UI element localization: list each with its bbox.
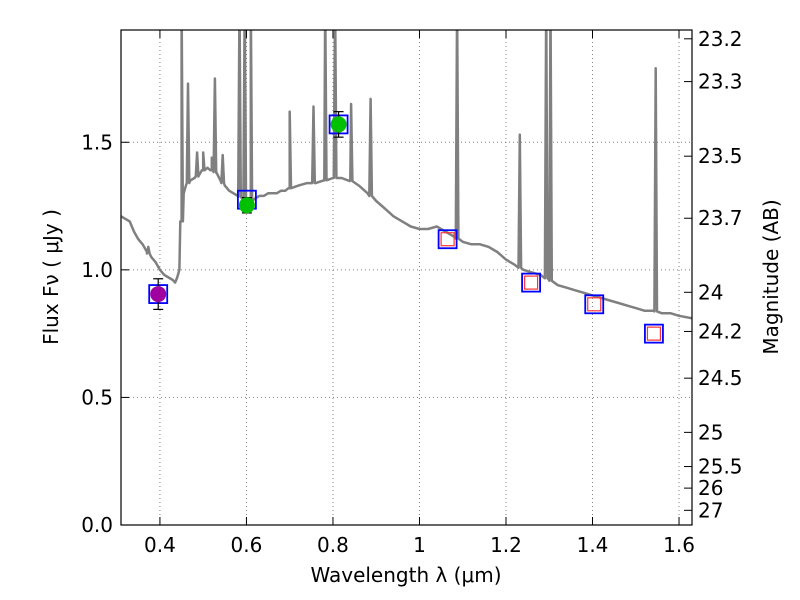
photometry-box-marker	[644, 323, 664, 344]
x-tick-label: 1.4	[577, 533, 609, 557]
photometry-point-open	[587, 297, 602, 312]
plot-frame	[120, 29, 693, 526]
right-tick-label: 24.5	[698, 366, 743, 390]
x-tick-label: 1	[413, 533, 426, 557]
photometry-points	[148, 111, 664, 344]
right-tick-label: 24	[698, 280, 723, 304]
x-tick-label: 0.4	[144, 533, 176, 557]
x-tick-label: 0.8	[317, 533, 349, 557]
y-tick-label: 0.0	[81, 513, 113, 537]
photometry-point-open	[523, 275, 539, 290]
data-layer	[121, 30, 692, 320]
y-tick-label: 0.5	[81, 385, 113, 409]
photometry-box-marker	[584, 294, 605, 315]
right-tick-label: 24.2	[698, 319, 743, 343]
right-tick-label: 23.2	[698, 27, 743, 51]
plot-background	[121, 30, 692, 525]
right-tick-label: 25	[698, 420, 723, 444]
right-tick-label: 26	[698, 476, 723, 500]
axis-ticks: 0.4 0.6 0.8 1 1.2 1.4 1.6 0.0 0.5 1.0 1.5 23.2 23.3 2…	[81, 27, 742, 557]
photometry-box-marker	[521, 272, 541, 293]
x-tick-label: 1.6	[663, 533, 695, 557]
photometry-point-filled	[238, 197, 255, 214]
photometry-point-filled	[330, 116, 347, 133]
right-tick-label: 23.5	[698, 144, 743, 168]
right-tick-label: 23.3	[698, 70, 743, 94]
y-axis-title: Flux Fν ( μJy )	[39, 209, 63, 345]
x-axis-title: Wavelength λ (μm)	[310, 563, 501, 587]
right-tick-label: 25.5	[698, 455, 743, 479]
right-tick-label: 27	[698, 498, 723, 522]
photometry-point-open	[646, 326, 662, 341]
model-spectrum-line	[121, 30, 692, 320]
right-tick-label: 23.7	[698, 206, 743, 230]
x-tick-label: 0.6	[231, 533, 263, 557]
x-tick-label: 1.2	[490, 533, 522, 557]
photometry-point-open	[440, 232, 455, 247]
right-axis-title: Magnitude (AB)	[759, 199, 783, 354]
y-tick-label: 1.0	[81, 258, 113, 282]
y-tick-label: 1.5	[81, 130, 113, 154]
grid-lines	[121, 30, 692, 525]
photometry-point-filled	[150, 286, 167, 303]
photometry-box-marker	[437, 229, 458, 250]
